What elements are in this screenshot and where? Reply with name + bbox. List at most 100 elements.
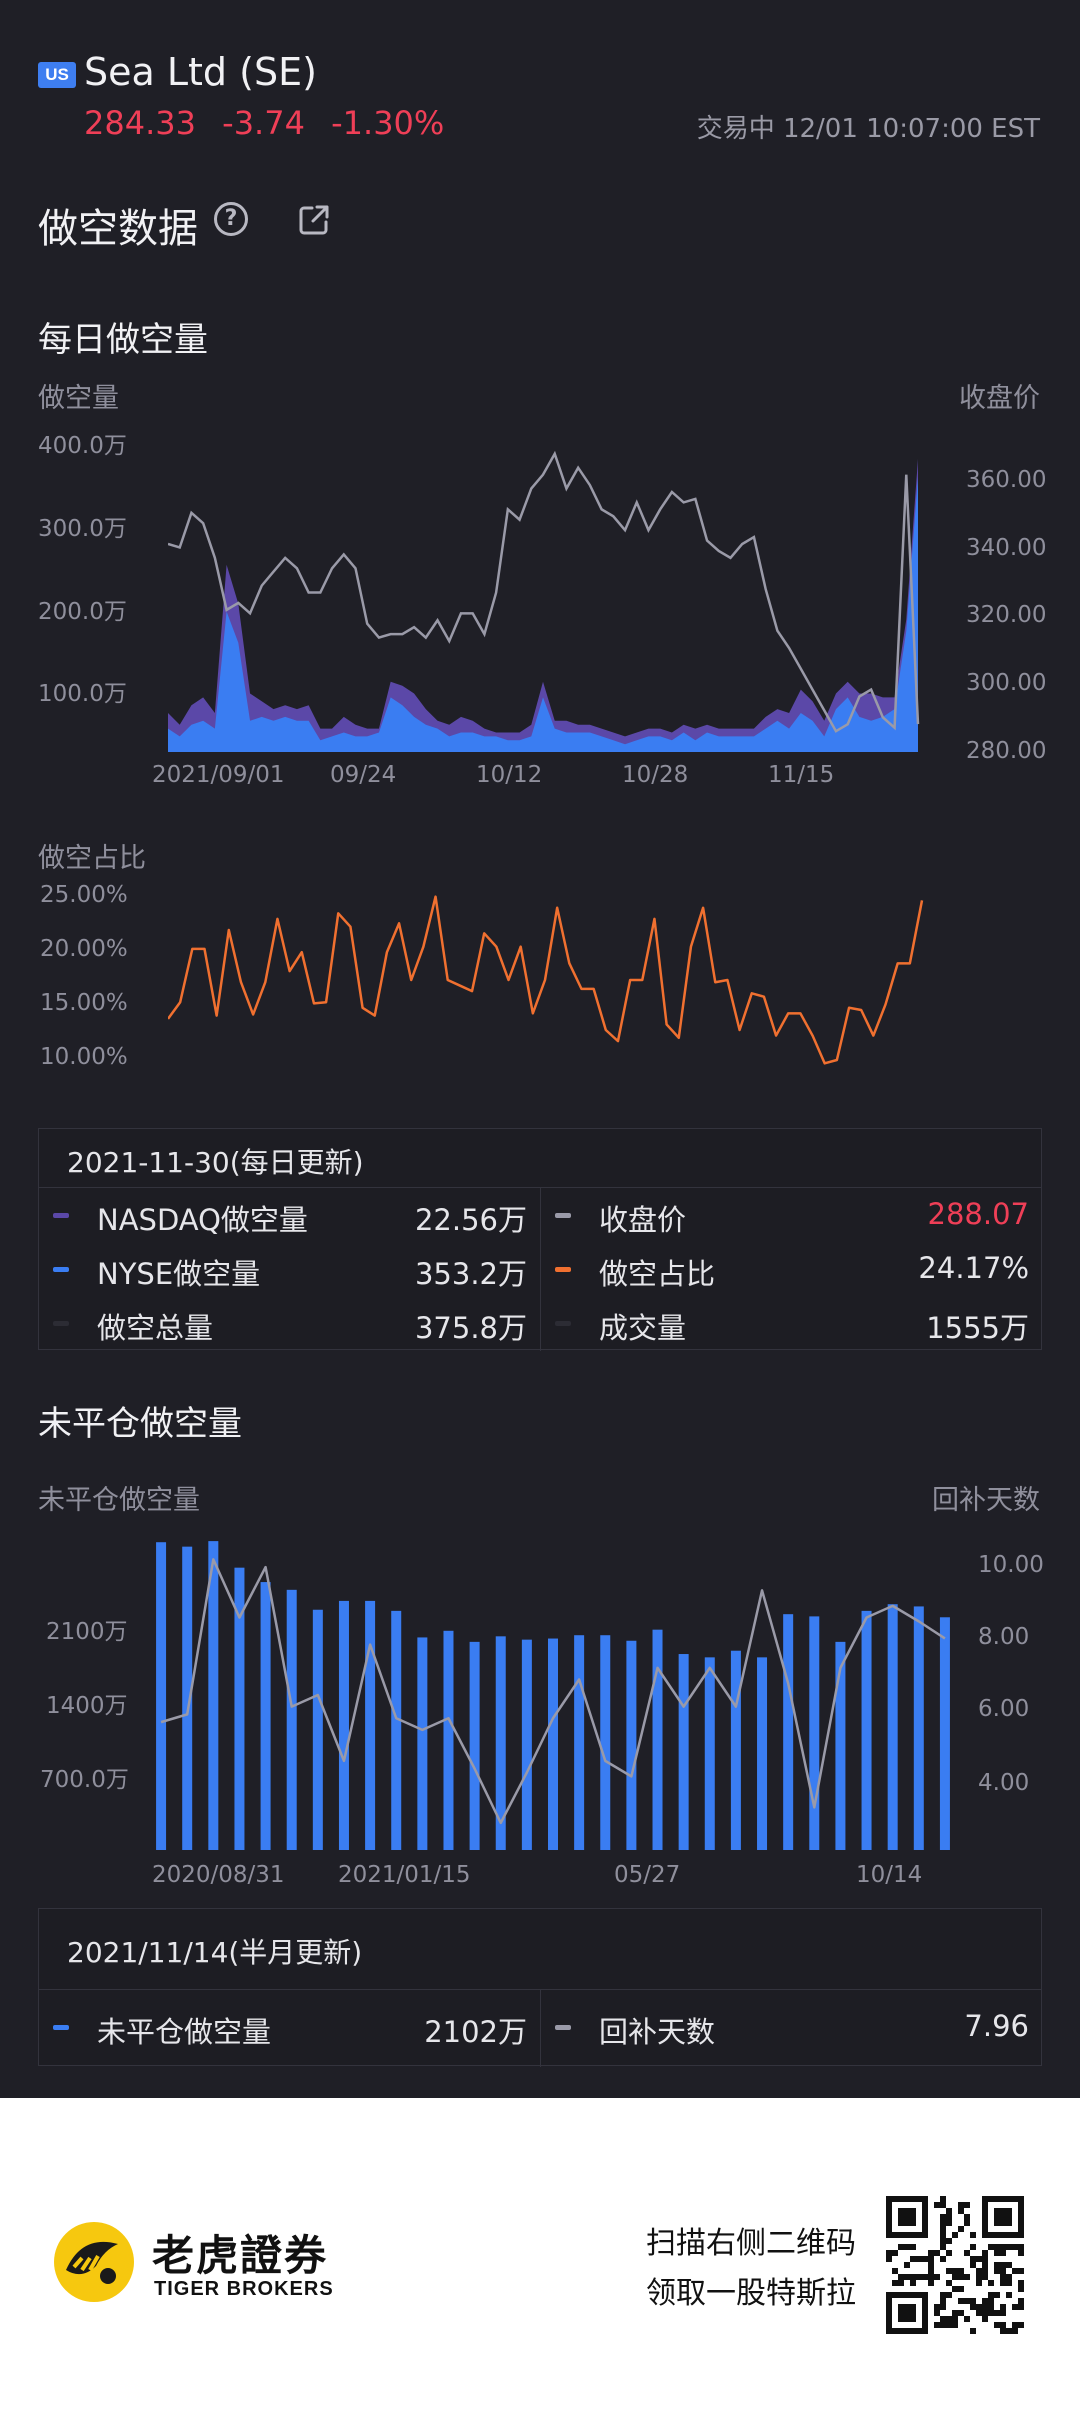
daily-x-tick: 11/15 bbox=[768, 762, 835, 788]
open-y2-tick: 6.00 bbox=[978, 1696, 1030, 1722]
open-short-bar bbox=[365, 1600, 376, 1850]
legend-nasdaq-short[interactable]: NASDAQ做空量 22.56万 bbox=[39, 1189, 539, 1243]
open-y2-tick: 10.00 bbox=[978, 1552, 1044, 1578]
daily-right-axis-title: 收盘价 bbox=[959, 383, 1040, 414]
qr-module bbox=[982, 2250, 988, 2256]
qr-module bbox=[940, 2196, 946, 2202]
qr-module bbox=[982, 2310, 988, 2316]
legend-value: 288.07 bbox=[927, 1197, 1029, 1231]
legend-days-to-cover[interactable]: 回补天数 7.96 bbox=[541, 2001, 1041, 2055]
legend-label: 回补天数 bbox=[599, 2015, 716, 2049]
open-short-bar bbox=[234, 1567, 245, 1850]
daily-y-tick: 100.0万 bbox=[38, 681, 127, 707]
open-short-bar bbox=[757, 1657, 768, 1850]
stock-title: Sea Ltd (SE) bbox=[84, 50, 317, 94]
qr-module bbox=[1000, 2280, 1006, 2286]
days-to-cover-line bbox=[160, 1558, 946, 1825]
open-short-bar bbox=[391, 1610, 402, 1850]
open-short-chart[interactable] bbox=[148, 1540, 958, 1850]
qr-module bbox=[1000, 2322, 1006, 2328]
qr-module bbox=[934, 2322, 940, 2328]
qr-module bbox=[1018, 2250, 1024, 2256]
qr-module bbox=[952, 2232, 958, 2238]
qr-module bbox=[958, 2310, 964, 2316]
qr-module bbox=[940, 2298, 946, 2304]
qr-module bbox=[946, 2280, 952, 2286]
legend-nyse-short[interactable]: NYSE做空量 353.2万 bbox=[39, 1243, 539, 1297]
qr-module bbox=[892, 2268, 898, 2274]
qr-module bbox=[934, 2250, 940, 2256]
qr-module bbox=[1006, 2262, 1012, 2268]
qr-code-icon[interactable] bbox=[886, 2196, 1024, 2334]
qr-module bbox=[1000, 2268, 1006, 2274]
legend-label: 收盘价 bbox=[599, 1203, 687, 1237]
qr-module bbox=[976, 2274, 982, 2280]
legend-total-short[interactable]: 做空总量 375.8万 bbox=[39, 1297, 539, 1351]
qr-module bbox=[940, 2244, 946, 2250]
qr-module bbox=[904, 2244, 910, 2250]
qr-module bbox=[958, 2208, 964, 2214]
qr-module bbox=[982, 2262, 988, 2268]
open-short-bar bbox=[286, 1589, 297, 1850]
qr-module bbox=[1000, 2244, 1006, 2250]
qr-module bbox=[1018, 2280, 1024, 2286]
footer-promo-line1: 扫描右侧二维码 bbox=[646, 2226, 856, 2261]
page-title: 做空数据 bbox=[38, 206, 198, 252]
legend-swatch bbox=[555, 2025, 571, 2030]
trading-status: 交易中 12/01 10:07:00 EST bbox=[696, 114, 1040, 144]
qr-module bbox=[928, 2256, 934, 2262]
qr-module bbox=[1018, 2268, 1024, 2274]
qr-module bbox=[982, 2298, 988, 2304]
qr-module bbox=[952, 2274, 958, 2280]
share-icon[interactable] bbox=[296, 202, 332, 238]
open-right-axis-title: 回补天数 bbox=[932, 1485, 1040, 1516]
market-badge: US bbox=[38, 62, 76, 88]
qr-module bbox=[934, 2202, 940, 2208]
open-y-tick: 1400万 bbox=[46, 1693, 128, 1719]
legend-volume[interactable]: 成交量 1555万 bbox=[541, 1297, 1041, 1351]
open-short-bar bbox=[417, 1637, 428, 1850]
qr-module bbox=[1000, 2328, 1006, 2334]
qr-module bbox=[970, 2328, 976, 2334]
daily-short-chart[interactable] bbox=[168, 440, 928, 752]
daily-summary-date: 2021-11-30(每日更新) bbox=[67, 1146, 364, 1179]
short-ratio-chart[interactable] bbox=[168, 880, 928, 1080]
open-x-tick: 2020/08/31 bbox=[152, 1862, 285, 1888]
qr-module bbox=[946, 2316, 952, 2322]
daily-y2-tick: 280.00 bbox=[966, 738, 1047, 764]
open-x-tick: 2021/01/15 bbox=[338, 1862, 471, 1888]
open-summary-date: 2021/11/14(半月更新) bbox=[67, 1936, 363, 1969]
open-short-bar bbox=[521, 1639, 532, 1850]
legend-value: 24.17% bbox=[918, 1251, 1029, 1285]
legend-swatch bbox=[555, 1321, 571, 1326]
legend-close-price[interactable]: 收盘价 288.07 bbox=[541, 1189, 1041, 1243]
legend-open-short[interactable]: 未平仓做空量 2102万 bbox=[39, 2001, 539, 2055]
footer-promo-line2: 领取一股特斯拉 bbox=[646, 2276, 856, 2311]
open-short-bar bbox=[730, 1650, 741, 1850]
nyse-short-area bbox=[168, 476, 918, 752]
qr-module bbox=[910, 2244, 916, 2250]
qr-module bbox=[988, 2280, 994, 2286]
help-icon[interactable]: ? bbox=[214, 202, 248, 236]
qr-module bbox=[1018, 2322, 1024, 2328]
legend-short-ratio[interactable]: 做空占比 24.17% bbox=[541, 1243, 1041, 1297]
ratio-y-tick: 25.00% bbox=[40, 882, 128, 908]
ratio-title: 做空占比 bbox=[38, 843, 146, 874]
qr-module bbox=[940, 2256, 946, 2262]
qr-module bbox=[994, 2250, 1000, 2256]
qr-module bbox=[994, 2292, 1000, 2298]
qr-module bbox=[976, 2304, 982, 2310]
qr-module bbox=[1000, 2274, 1006, 2280]
qr-module bbox=[916, 2274, 922, 2280]
open-short-bar bbox=[443, 1630, 454, 1850]
open-short-bar bbox=[574, 1635, 585, 1850]
qr-module bbox=[988, 2244, 994, 2250]
qr-module bbox=[898, 2280, 904, 2286]
qr-finder bbox=[898, 2304, 916, 2322]
open-short-bar bbox=[548, 1638, 558, 1850]
qr-module bbox=[946, 2208, 952, 2214]
qr-module bbox=[940, 2316, 946, 2322]
qr-module bbox=[940, 2220, 946, 2226]
daily-y-tick: 300.0万 bbox=[38, 516, 127, 542]
qr-module bbox=[886, 2250, 892, 2256]
